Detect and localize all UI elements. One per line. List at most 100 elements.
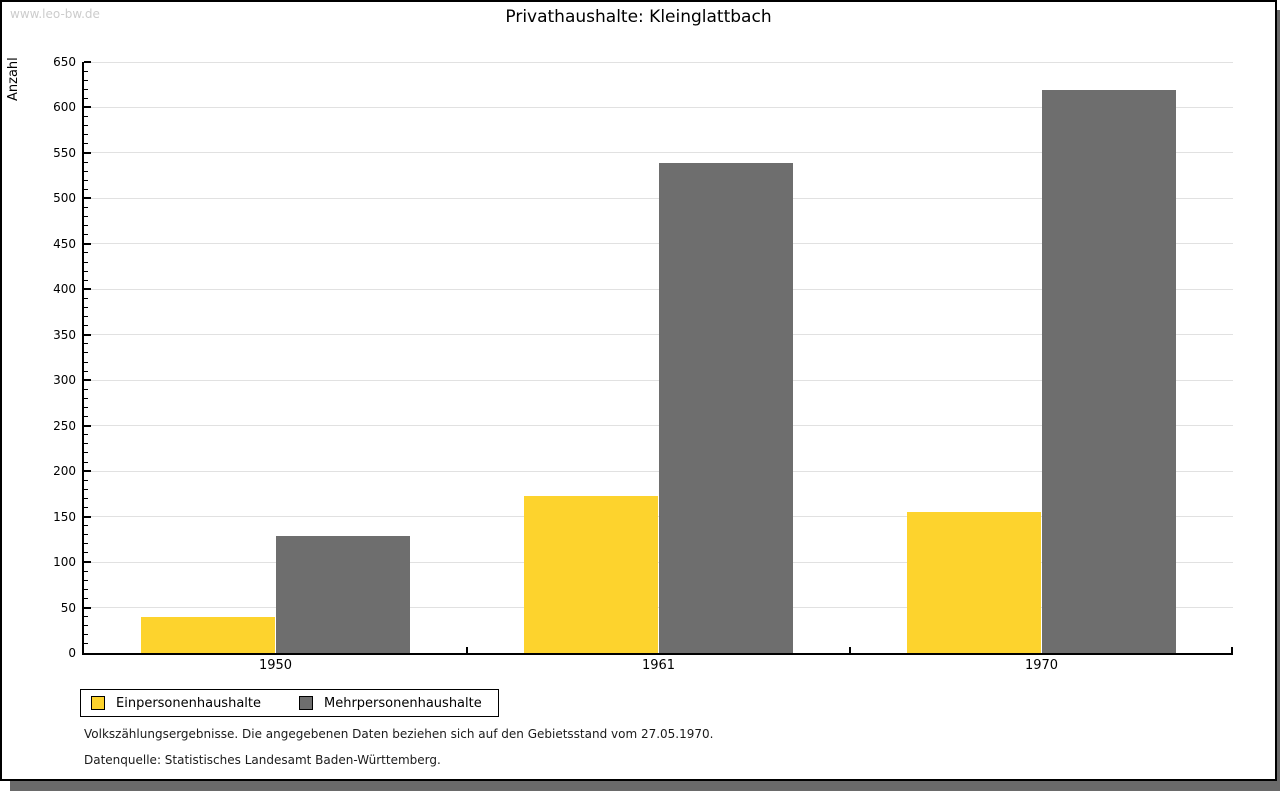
bar-mehrpersonenhaushalte-1950: [275, 535, 410, 653]
y-tick-label: 550: [53, 145, 76, 160]
y-axis-tick: [84, 352, 88, 354]
y-axis-tick: [84, 507, 88, 509]
y-axis-tick: [84, 216, 88, 218]
y-tick-label: 450: [53, 236, 76, 251]
y-axis-tick: [84, 179, 88, 181]
y-axis-tick: [84, 143, 88, 145]
y-tick-label: 200: [53, 464, 76, 479]
y-tick-label: 300: [53, 373, 76, 388]
gridline: [84, 106, 1233, 108]
y-axis-tick: [84, 515, 91, 518]
y-axis-tick: [84, 588, 88, 590]
y-axis-tick: [84, 188, 88, 190]
y-axis-tick: [84, 643, 88, 645]
y-axis-tick: [84, 161, 88, 163]
y-axis-tick: [84, 106, 91, 109]
y-axis-tick: [84, 634, 88, 636]
y-axis-tick: [84, 461, 88, 463]
y-tick-label: 250: [53, 418, 76, 433]
footnote-gebietsstand: Volkszählungsergebnisse. Die angegebenen…: [84, 727, 714, 741]
y-axis-tick: [84, 206, 88, 208]
y-axis-tick: [84, 625, 88, 627]
bar-einpersonenhaushalte-1970: [907, 512, 1042, 653]
y-axis-tick: [84, 197, 91, 200]
y-axis-tick: [84, 452, 88, 454]
y-axis-tick: [84, 424, 91, 427]
y-axis-tick: [84, 497, 88, 499]
x-tick-label: 1950: [258, 658, 293, 673]
y-axis-tick: [84, 261, 88, 263]
y-axis-tick: [84, 443, 88, 445]
y-axis-tick: [84, 525, 88, 527]
y-axis-tick: [84, 306, 88, 308]
chart-title: Privathaushalte: Kleinglattbach: [505, 7, 772, 27]
bar-mehrpersonenhaushalte-1961: [658, 162, 793, 653]
y-axis-tick: [84, 543, 88, 545]
plot-area: [82, 61, 1233, 655]
y-axis-tick: [84, 316, 88, 318]
y-tick-label: 350: [53, 327, 76, 342]
y-axis-tick: [84, 325, 88, 327]
y-axis-tick: [84, 97, 88, 99]
y-axis-tick: [84, 61, 91, 63]
y-axis-tick: [84, 288, 91, 291]
y-tick-label: 150: [53, 509, 76, 524]
y-axis-tick: [84, 279, 88, 281]
y-axis-tick: [84, 361, 88, 363]
y-tick-label: 50: [60, 600, 76, 615]
y-axis-tick: [84, 407, 88, 408]
x-axis-tick: [466, 647, 468, 653]
y-axis-tick: [84, 242, 91, 245]
gridline: [84, 152, 1233, 154]
y-tick-label: 650: [53, 55, 76, 69]
y-axis-tick: [84, 470, 91, 473]
x-axis-tick: [849, 647, 851, 653]
y-axis-tick: [84, 88, 88, 90]
y-axis-tick: [84, 616, 88, 618]
footnote-datenquelle: Datenquelle: Statistisches Landesamt Bad…: [84, 753, 441, 767]
y-axis-tick: [84, 252, 88, 254]
y-axis-tick: [84, 151, 91, 154]
y-axis-tick: [84, 134, 88, 136]
y-tick-label: 100: [53, 555, 76, 570]
y-axis-tick: [84, 297, 88, 299]
bar-mehrpersonenhaushalte-1970: [1041, 90, 1176, 653]
y-axis-tick: [84, 579, 88, 581]
x-tick-label: 1970: [1024, 658, 1059, 673]
y-tick-label: 600: [53, 100, 76, 115]
y-axis-tick: [84, 79, 88, 81]
y-axis-tick: [84, 333, 91, 336]
y-axis-tick: [84, 606, 91, 609]
x-axis-tick: [1231, 647, 1233, 653]
legend: Einpersonenhaushalte Mehrpersonenhaushalt…: [80, 689, 499, 717]
legend-label: Mehrpersonenhaushalte: [324, 695, 482, 711]
y-axis-tick: [84, 416, 88, 418]
y-axis-tick: [84, 488, 88, 490]
y-axis-tick: [84, 479, 88, 481]
y-axis-tick: [84, 234, 88, 236]
bar-einpersonenhaushalte-1961: [524, 495, 659, 653]
legend-swatch-einpersonenhaushalte: [91, 696, 105, 710]
y-axis-tick: [84, 597, 88, 599]
x-tick-label: 1961: [641, 658, 676, 673]
y-axis-tick: [84, 534, 88, 536]
y-axis-tick: [84, 225, 88, 227]
y-axis-tick: [84, 561, 91, 564]
y-tick-label: 400: [53, 282, 76, 297]
y-axis-tick: [84, 125, 88, 127]
y-tick-label: 500: [53, 191, 76, 206]
y-axis-tick: [84, 370, 88, 372]
y-axis-tick: [84, 434, 88, 436]
legend-label: Einpersonenhaushalte: [116, 695, 261, 711]
y-axis-tick: [84, 570, 88, 572]
gridline: [84, 61, 1233, 63]
legend-swatch-mehrpersonenhaushalte: [299, 696, 313, 710]
watermark: www.leo-bw.de: [10, 7, 100, 21]
y-axis-tick: [84, 397, 88, 399]
legend-item-einpersonenhaushalte: Einpersonenhaushalte: [91, 696, 261, 711]
y-axis-tick: [84, 552, 88, 554]
y-axis-tick: [84, 343, 88, 345]
bar-einpersonenhaushalte-1950: [141, 616, 276, 653]
y-axis-tick: [84, 116, 88, 118]
